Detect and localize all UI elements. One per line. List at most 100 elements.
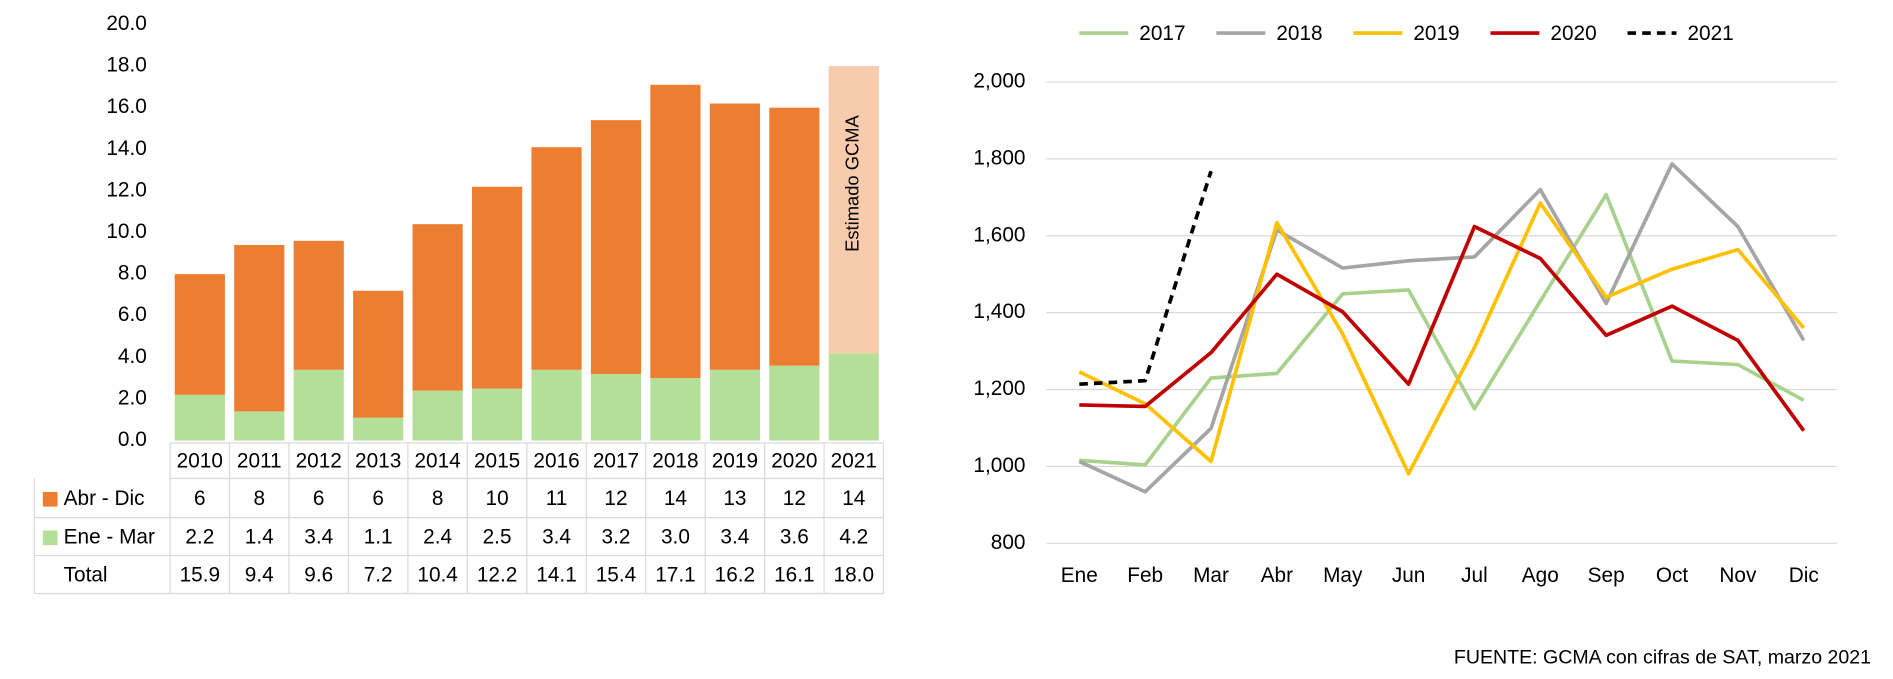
source: FUENTE: GCMA con cifras de SAT, marzo 20…: [1454, 647, 1871, 669]
table-cell: 18.0: [834, 563, 874, 586]
x-tick-label: May: [1323, 564, 1363, 587]
bar-segment: [412, 390, 463, 441]
x-tick-label: Nov: [1719, 564, 1757, 587]
bar-segment: [590, 120, 642, 374]
table-cell: 3.6: [780, 525, 809, 548]
x-tick-label: 2015: [474, 449, 520, 472]
annotation: Estimado GCMA: [842, 114, 863, 251]
y-tick-label: 14.0: [106, 137, 146, 160]
y-tick-label: 10.0: [106, 220, 146, 243]
bar-segment: [174, 394, 225, 441]
bar-segment: [293, 369, 344, 441]
y-tick-label: 1,200: [973, 377, 1025, 400]
y-tick-label: 6.0: [118, 303, 147, 326]
legend-label: 2019: [1413, 22, 1459, 45]
series-line: [1079, 224, 1806, 432]
x-tick-label: Jul: [1461, 564, 1488, 587]
table-cell: 3.2: [602, 525, 631, 548]
table-cell: 16.1: [774, 563, 814, 586]
bar-segment: [353, 417, 404, 441]
legend-label: 2017: [1139, 22, 1185, 45]
y-tick-label: 800: [991, 531, 1026, 554]
x-tick-label: Ago: [1522, 564, 1559, 587]
x-tick-label: 2012: [296, 449, 342, 472]
bar-segment: [769, 365, 820, 441]
bar-segment: [828, 353, 879, 441]
legend-swatch: [42, 530, 58, 546]
y-tick-label: 12.0: [106, 178, 146, 201]
bar-segment: [471, 186, 523, 389]
table-cell: 6: [194, 487, 206, 510]
y-tick-label: 1,400: [973, 300, 1025, 323]
x-tick-label: 2017: [593, 449, 639, 472]
table-cell: 3.4: [304, 525, 333, 548]
x-tick-label: 2020: [771, 449, 817, 472]
bar-segment: [353, 290, 404, 418]
bar-segment: [650, 84, 701, 379]
x-tick-label: 2021: [831, 449, 877, 472]
legend-label: 2020: [1550, 22, 1596, 45]
x-tick-label: Feb: [1127, 564, 1163, 587]
table-cell: 12.2: [477, 563, 517, 586]
table-cell: 3.0: [661, 525, 690, 548]
table-cell: 15.4: [596, 563, 636, 586]
table-cell: 12: [783, 487, 806, 510]
table-cell: 2.4: [423, 525, 452, 548]
y-tick-label: 0.0: [118, 428, 147, 451]
legend-label: 2018: [1276, 22, 1322, 45]
series-line: [1078, 162, 1806, 494]
table-cell: 14: [842, 487, 865, 510]
table-cell: 3.4: [542, 525, 571, 548]
table-cell: 10: [486, 487, 509, 510]
series-line: [1078, 201, 1806, 476]
table-cell: 16.2: [715, 563, 755, 586]
table-cell: 8: [253, 487, 265, 510]
x-tick-label: 2010: [177, 449, 223, 472]
x-tick-label: 2013: [355, 449, 401, 472]
bar-segment: [471, 388, 523, 441]
x-tick-label: Sep: [1588, 564, 1625, 587]
x-tick-label: 2019: [712, 449, 758, 472]
x-tick-label: Mar: [1193, 564, 1229, 587]
x-tick-label: 2016: [533, 449, 579, 472]
legend-label: Ene - Mar: [64, 525, 155, 548]
table-cell: 9.4: [245, 563, 274, 586]
table-cell: 17.1: [655, 563, 695, 586]
table-cell: 3.4: [720, 525, 749, 548]
bar-segment: [234, 244, 285, 412]
table-cell: 6: [313, 487, 325, 510]
table-cell: 9.6: [304, 563, 333, 586]
bar-segment: [650, 378, 701, 441]
y-tick-label: 1,600: [973, 223, 1025, 246]
bar-segment: [531, 147, 582, 370]
bar-segment: [293, 240, 344, 370]
y-tick-label: 2.0: [118, 386, 147, 409]
x-tick-label: Jun: [1392, 564, 1426, 587]
x-tick-label: Oct: [1656, 564, 1689, 587]
table-cell: 1.1: [364, 525, 393, 548]
y-tick-label: 4.0: [118, 345, 147, 368]
bar-segment: [531, 369, 582, 441]
x-tick-label: Abr: [1261, 564, 1293, 587]
table-cell: 12: [604, 487, 627, 510]
y-tick-label: 20.0: [106, 12, 146, 35]
y-tick-label: 1,000: [973, 454, 1025, 477]
y-tick-label: 1,800: [973, 146, 1025, 169]
bar-segment: [590, 373, 642, 441]
x-tick-label: Dic: [1789, 564, 1819, 587]
y-tick-label: 18.0: [106, 54, 146, 77]
table-cell: 1.4: [245, 525, 274, 548]
table-cell: 13: [723, 487, 746, 510]
table-row-header: Total: [64, 563, 108, 586]
y-tick-label: 16.0: [106, 95, 146, 118]
bar-segment: [174, 274, 225, 395]
table-cell: 11: [546, 487, 568, 510]
legend-swatch: [42, 491, 58, 507]
legend-label: 2021: [1687, 22, 1733, 45]
y-tick-label: 2,000: [973, 69, 1025, 92]
canvas: FUENTE: GCMA con cifras de SAT, marzo 20…: [33, 12, 1871, 669]
bar-segment: [769, 107, 820, 366]
x-tick-label: 2014: [414, 449, 460, 472]
table-cell: 15.9: [180, 563, 220, 586]
